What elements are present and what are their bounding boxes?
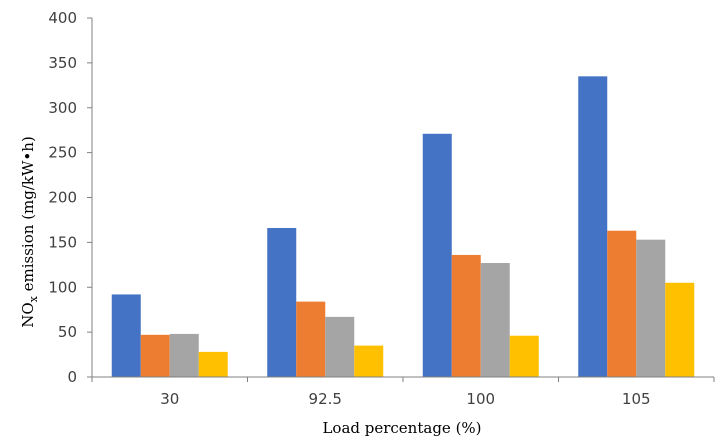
bar-series-3-30 (169, 333, 199, 377)
x-tick-label: 30 (160, 390, 179, 408)
y-tick-label: 200 (48, 189, 77, 207)
y-axis-title-rest: emission (mg/kW•h) (19, 136, 37, 296)
x-axis-tick-labels: 30 92.5 100 105 (160, 390, 650, 408)
y-tick-label: 350 (48, 54, 77, 72)
bar-series-4-105 (665, 282, 695, 377)
bar-series-3-92.5 (325, 316, 355, 377)
y-axis-title-subscript: x (27, 295, 40, 302)
x-axis-ticks (91, 377, 715, 382)
bar-series-2-105 (607, 230, 637, 377)
bar-series-1-30 (111, 294, 141, 377)
y-tick-label: 300 (48, 99, 77, 117)
y-tick-label: 150 (48, 233, 77, 251)
bar-series-2-30 (140, 334, 170, 377)
y-tick-label: 400 (48, 9, 77, 27)
y-axis-ticks (87, 17, 92, 378)
y-tick-label: 250 (48, 144, 77, 162)
bar-series-4-30 (198, 351, 228, 377)
bar-series-1-92.5 (267, 228, 297, 377)
bar-series-2-100 (451, 254, 481, 377)
bar-series-3-105 (636, 239, 666, 377)
bar-series-4-92.5 (354, 345, 384, 377)
x-tick-label: 92.5 (309, 390, 342, 408)
bar-series-1-100 (422, 133, 452, 377)
y-axis-tick-labels: 0 50 100 150 200 250 300 350 400 (48, 9, 77, 386)
y-axis-title: NOx emission (mg/kW•h) (19, 136, 40, 328)
bars (111, 76, 695, 378)
bar-series-1-105 (578, 76, 608, 378)
x-axis-title: Load percentage (%) (322, 419, 481, 437)
y-tick-label: 100 (48, 278, 77, 296)
bar-series-3-100 (480, 263, 510, 377)
y-tick-label: 50 (58, 323, 77, 341)
x-tick-label: 100 (466, 390, 495, 408)
y-axis-title-main: NO (19, 302, 37, 327)
bar-series-2-92.5 (296, 301, 326, 377)
x-tick-label: 105 (622, 390, 651, 408)
y-tick-label: 0 (67, 368, 77, 386)
bar-series-4-100 (509, 335, 539, 377)
